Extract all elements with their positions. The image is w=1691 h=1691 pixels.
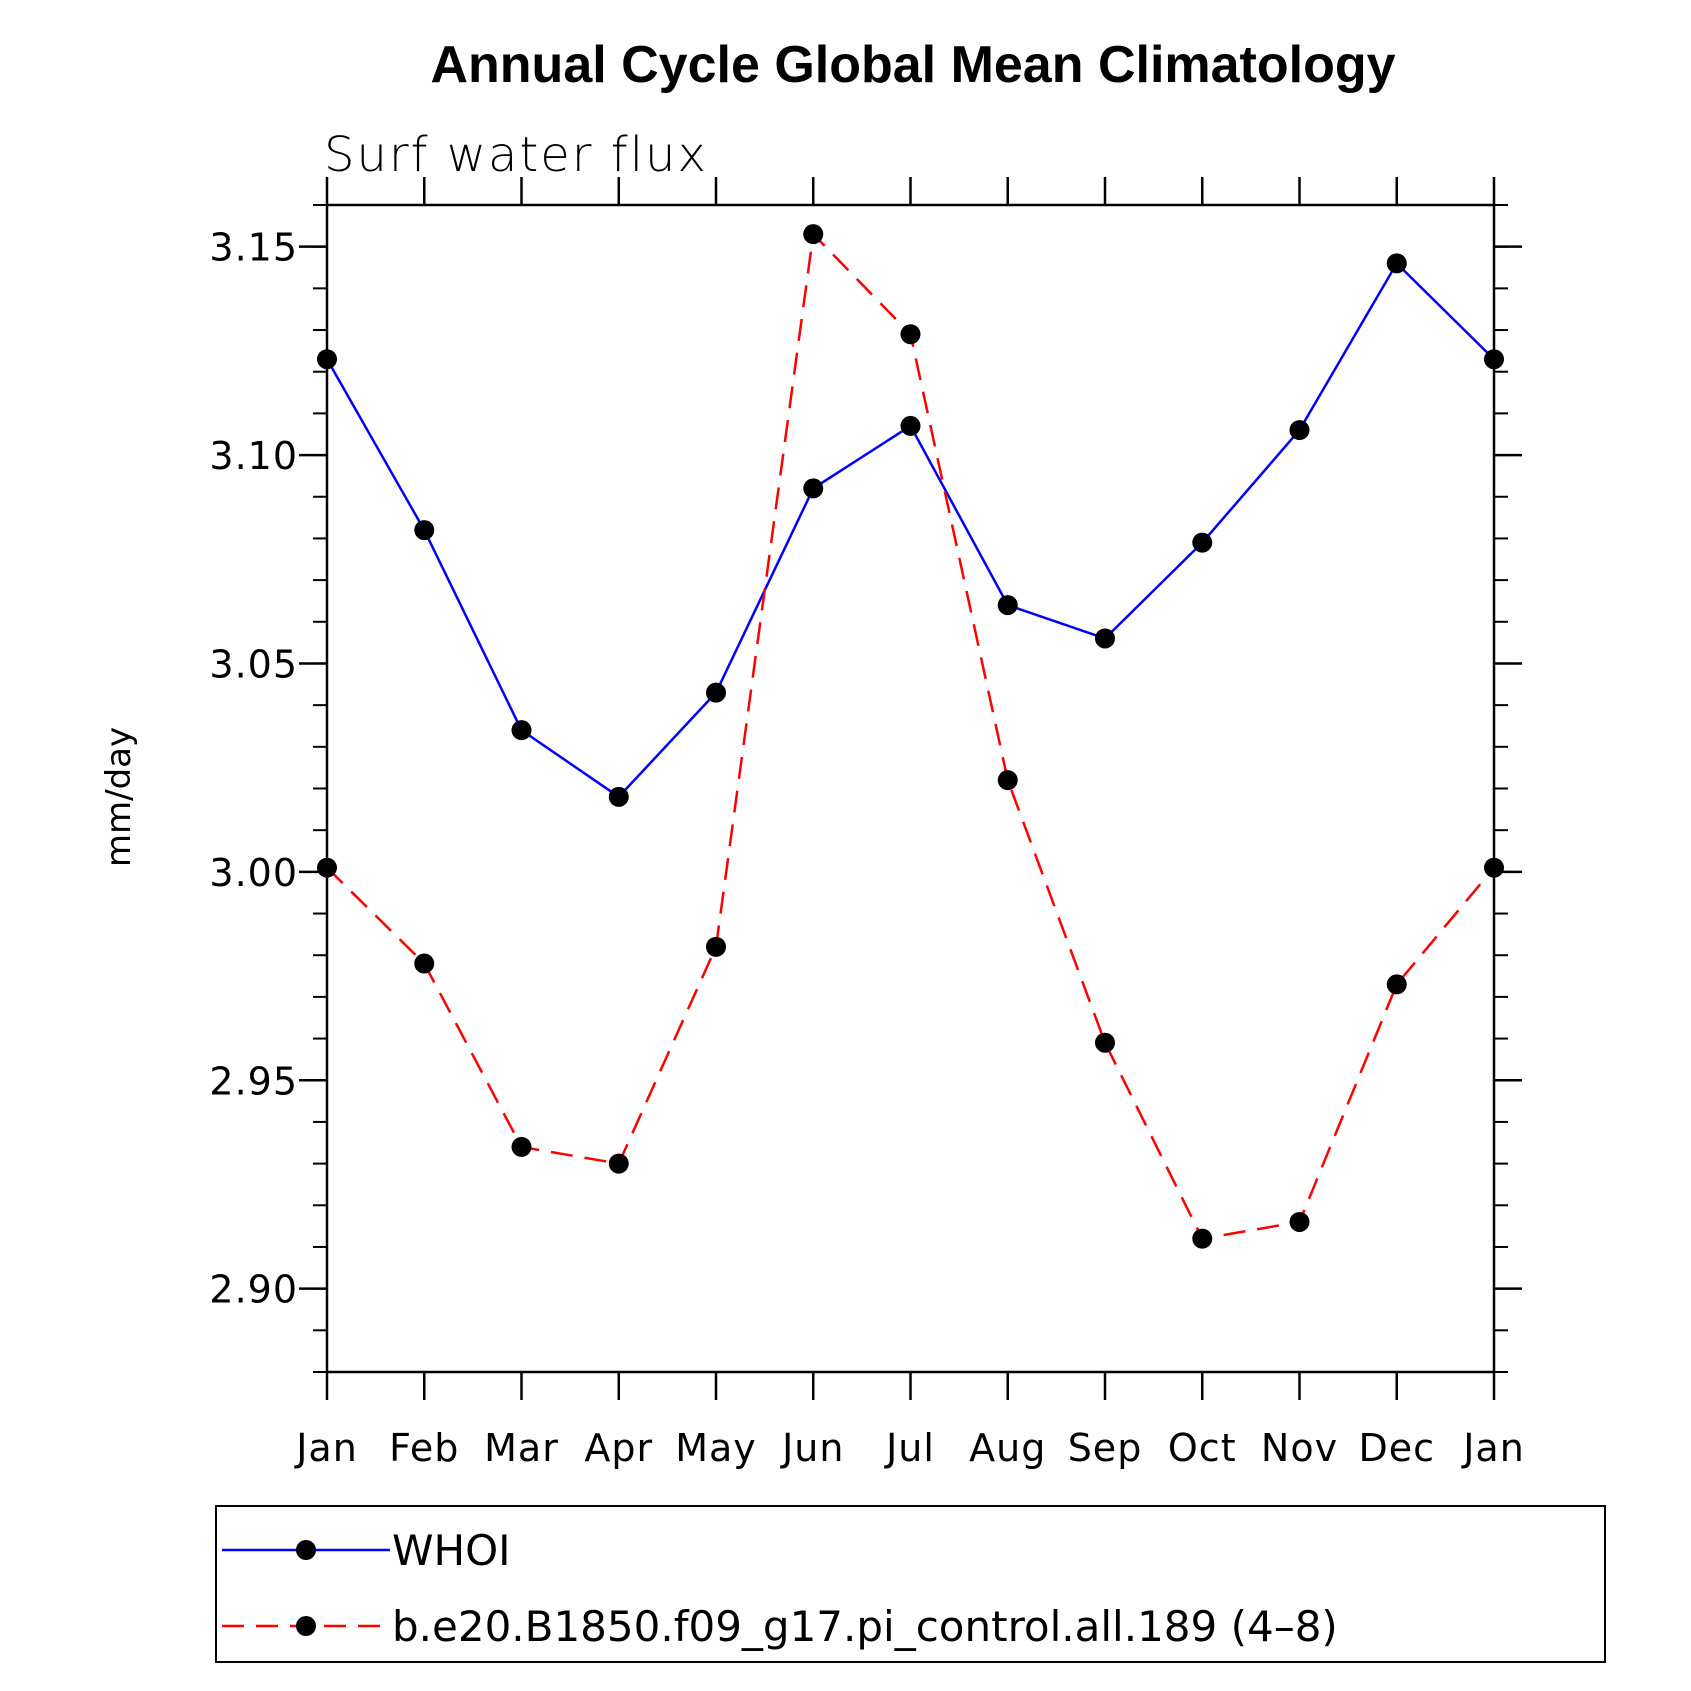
series-group bbox=[317, 224, 1504, 1249]
data-point-whoi bbox=[414, 520, 435, 541]
legend-box bbox=[215, 1505, 1606, 1663]
data-point-model bbox=[608, 1153, 629, 1174]
y-tick-label: 2.90 bbox=[209, 1268, 298, 1312]
data-point-whoi bbox=[706, 682, 726, 703]
x-tick-labels: Jan Feb Mar Apr May Jun Jul Aug Sep Oct Nov Dec Jan bbox=[294, 1426, 1525, 1470]
data-point-whoi bbox=[511, 720, 532, 741]
data-point-whoi bbox=[1192, 532, 1213, 553]
data-point-model bbox=[706, 936, 726, 957]
x-ticks bbox=[325, 177, 1496, 1400]
y-axis-label: mm/day bbox=[99, 727, 139, 867]
data-point-whoi bbox=[1289, 420, 1310, 441]
data-point-model bbox=[900, 324, 921, 345]
data-point-whoi bbox=[803, 478, 824, 499]
x-tick-label: Jan bbox=[1461, 1426, 1525, 1470]
data-point-model bbox=[1192, 1228, 1213, 1249]
x-tick-label: Sep bbox=[1068, 1426, 1143, 1470]
chart-title: Annual Cycle Global Mean Climatology bbox=[430, 36, 1395, 94]
data-point-whoi bbox=[317, 349, 337, 370]
x-tick-label: Mar bbox=[484, 1426, 559, 1470]
data-point-model bbox=[803, 224, 824, 245]
legend-label-model: b.e20.B1850.f09_g17.pi_control.all.189 (… bbox=[392, 1602, 1338, 1651]
series-line-model bbox=[326, 231, 1495, 1241]
y-tick-label: 3.05 bbox=[209, 642, 298, 686]
data-point-whoi bbox=[1095, 628, 1115, 649]
x-tick-label: Oct bbox=[1168, 1426, 1237, 1470]
y-tick-label: 3.00 bbox=[209, 851, 298, 895]
x-tick-label: Jan bbox=[294, 1426, 358, 1470]
x-tick-label: Jul bbox=[884, 1426, 935, 1470]
data-point-whoi bbox=[997, 595, 1018, 616]
x-tick-label: Jun bbox=[780, 1426, 844, 1470]
y-ticks bbox=[299, 204, 1522, 1373]
legend-item-model: b.e20.B1850.f09_g17.pi_control.all.189 (… bbox=[222, 1602, 1338, 1651]
x-tick-label: Dec bbox=[1358, 1426, 1435, 1470]
y-tick-label: 2.95 bbox=[209, 1059, 298, 1103]
data-point-model bbox=[414, 953, 435, 974]
data-point-whoi bbox=[1386, 253, 1407, 274]
chart-subtitle: Surf water flux bbox=[324, 127, 708, 183]
data-point-model bbox=[1289, 1211, 1310, 1232]
legend: WHOI b.e20.B1850.f09_g17.pi_control.all.… bbox=[215, 1505, 1606, 1663]
data-point-whoi bbox=[900, 415, 921, 436]
y-tick-label: 3.10 bbox=[209, 434, 298, 478]
legend-marker-whoi bbox=[296, 1540, 316, 1560]
data-point-model bbox=[1484, 857, 1504, 878]
x-tick-label: May bbox=[675, 1426, 757, 1470]
x-tick-label: Apr bbox=[584, 1426, 653, 1470]
data-point-model bbox=[317, 857, 337, 878]
x-tick-label: Aug bbox=[969, 1426, 1046, 1470]
legend-label-whoi: WHOI bbox=[392, 1526, 511, 1575]
data-point-whoi bbox=[608, 786, 629, 807]
data-point-model bbox=[997, 770, 1018, 791]
y-tick-label: 3.15 bbox=[209, 226, 298, 270]
data-point-whoi bbox=[1484, 349, 1504, 370]
data-point-model bbox=[1386, 974, 1407, 995]
data-point-model bbox=[511, 1136, 532, 1157]
y-tick-labels: 2.90 2.95 3.00 3.05 3.10 3.15 bbox=[209, 226, 298, 1312]
x-tick-label: Feb bbox=[389, 1426, 459, 1470]
legend-item-whoi: WHOI bbox=[222, 1526, 511, 1575]
legend-marker-model bbox=[296, 1616, 316, 1636]
plot-frame bbox=[325, 203, 1496, 1374]
data-point-model bbox=[1095, 1032, 1115, 1053]
x-tick-label: Nov bbox=[1261, 1426, 1338, 1470]
